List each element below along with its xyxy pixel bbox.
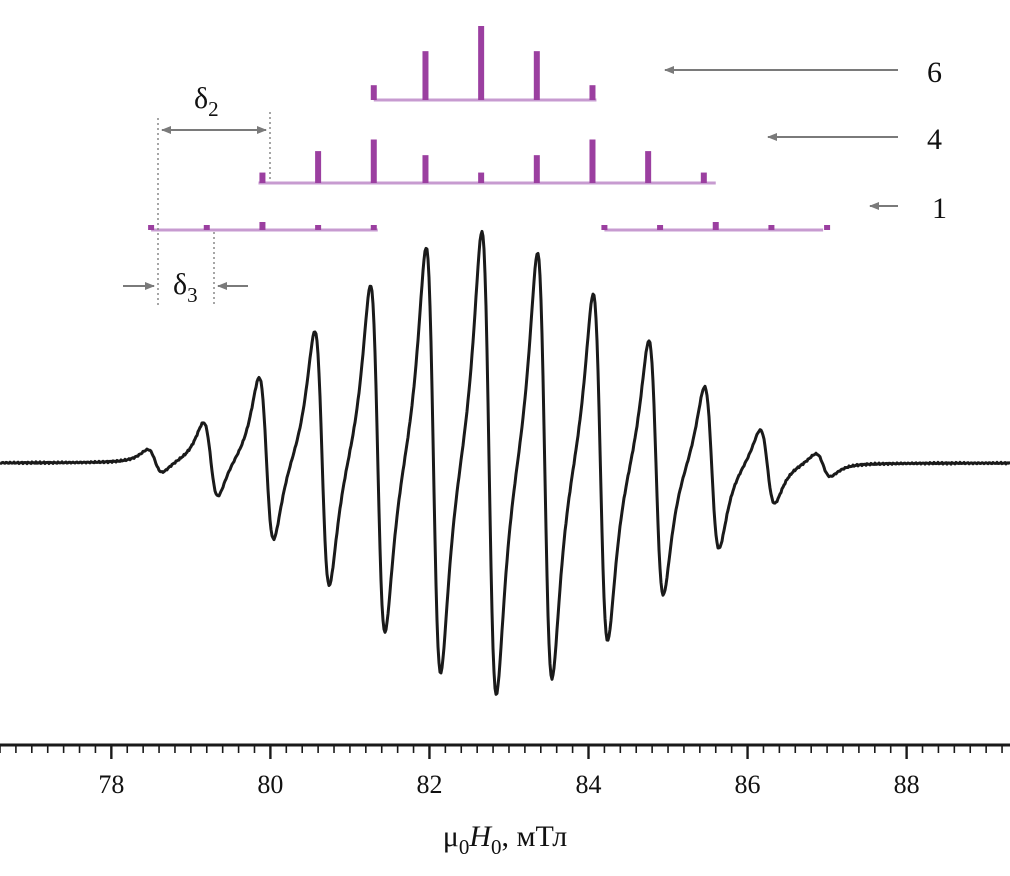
x-tick-label: 84 — [576, 770, 602, 799]
x-axis-title: μ0H0, мТл — [443, 820, 568, 859]
stick — [478, 26, 485, 100]
x-axis-tick-labels: 78 80 82 84 86 88 — [98, 770, 919, 799]
x-tick-label: 80 — [257, 770, 283, 799]
stick — [259, 222, 266, 230]
delta-annotations: δ2 δ3 — [123, 82, 271, 307]
epr-derivative-trace — [0, 229, 1010, 696]
stick-spectrum-6 — [370, 26, 597, 102]
x-axis-major-ticks — [110, 745, 908, 759]
stick — [315, 151, 322, 183]
stick — [601, 225, 608, 230]
x-tick-label: 78 — [98, 770, 124, 799]
stick — [589, 139, 596, 183]
stick — [259, 172, 266, 183]
stick — [533, 155, 540, 183]
stick — [315, 225, 322, 230]
stick — [645, 151, 652, 183]
stick — [370, 85, 377, 100]
stick — [712, 222, 719, 230]
delta2-label: δ2 — [194, 82, 219, 121]
stick — [422, 51, 429, 100]
stick — [422, 155, 429, 183]
stick — [657, 225, 664, 230]
x-tick-label: 88 — [894, 770, 920, 799]
x-axis: 78 80 82 84 86 88 — [0, 743, 1010, 799]
stick-spectra — [148, 26, 831, 232]
stick-spectrum-4 — [258, 139, 716, 185]
stick — [589, 85, 596, 100]
stick — [203, 225, 210, 230]
stick — [700, 172, 707, 183]
x-tick-label: 86 — [735, 770, 761, 799]
stick — [824, 225, 831, 230]
x-tick-label: 82 — [416, 770, 442, 799]
delta3-label: δ3 — [173, 268, 198, 307]
stick — [533, 51, 540, 100]
label-4: 4 — [927, 123, 942, 156]
stick — [768, 225, 775, 230]
stick-spectrum-1 — [148, 222, 831, 232]
stick — [370, 225, 377, 230]
stick — [478, 172, 485, 183]
stick — [148, 225, 155, 230]
stick-labels: 6 4 1 — [664, 56, 947, 225]
stick — [370, 139, 377, 183]
label-1: 1 — [932, 192, 947, 225]
label-6: 6 — [927, 56, 942, 89]
